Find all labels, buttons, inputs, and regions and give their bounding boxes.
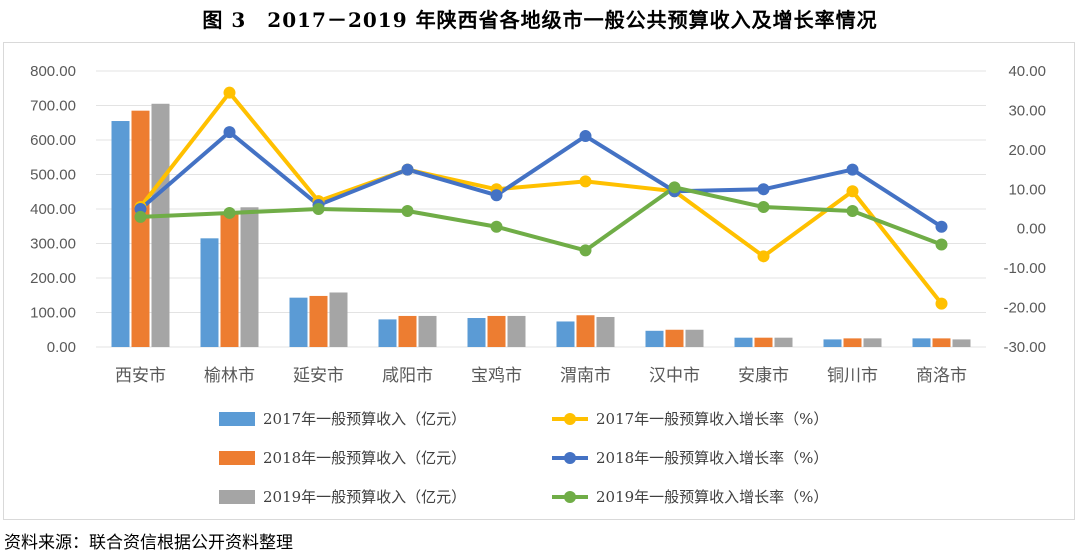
category-label: 渭南市	[560, 366, 611, 386]
bar	[823, 339, 842, 347]
bar	[645, 330, 664, 347]
line-point	[401, 163, 414, 176]
bar	[556, 321, 575, 347]
line-point	[846, 185, 859, 198]
chart-frame: 0.00 100.00 200.00 300.00 400.00 500.00 600.00…	[3, 42, 1075, 520]
line-point	[935, 238, 948, 251]
left-axis-tick-label: 500.00	[30, 167, 76, 184]
bar	[596, 316, 615, 347]
line-point	[134, 210, 147, 223]
line-point	[312, 203, 325, 215]
source-note: 资料来源：联合资信根据公开资料整理	[4, 533, 293, 553]
category-label: 铜川市	[827, 366, 878, 386]
bar	[774, 337, 793, 347]
left-axis-tick-label: 800.00	[30, 63, 76, 80]
left-axis-tick-label: 600.00	[30, 132, 76, 149]
legend-swatch	[219, 412, 255, 426]
series-line	[138, 130, 944, 229]
left-axis-tick-label: 300.00	[30, 236, 76, 253]
left-axis-tick-label: 200.00	[30, 270, 76, 287]
line-point	[223, 206, 236, 219]
line-point	[490, 189, 503, 202]
bar	[200, 238, 219, 347]
bar	[487, 315, 506, 347]
line-point	[223, 86, 236, 99]
line-point	[490, 220, 503, 233]
legend-marker	[564, 491, 576, 503]
category-label: 汉中市	[649, 366, 700, 386]
right-axis-tick-label: -20.00	[1003, 300, 1046, 317]
legend-swatch	[219, 451, 255, 465]
bar	[863, 338, 882, 347]
left-axis-tick-label: 700.00	[30, 98, 76, 115]
bar	[111, 121, 130, 348]
bar	[467, 318, 486, 347]
bar	[151, 103, 170, 348]
legend-label: 2017年一般预算收入（亿元）	[263, 410, 466, 428]
chart-title: 图 3 2017－2019 年陕西省各地级市一般公共预算收入及增长率情况	[202, 8, 878, 32]
bar	[734, 337, 753, 347]
right-axis-tick-label: 10.00	[1008, 181, 1046, 198]
bar	[378, 319, 397, 347]
legend-label: 2019年一般预算收入增长率（%）	[596, 488, 828, 506]
bar	[843, 338, 862, 347]
bar	[309, 295, 328, 347]
line-point	[579, 244, 592, 257]
series-line	[138, 90, 944, 306]
left-axis-tick-label: 0.00	[47, 339, 76, 356]
category-label: 榆林市	[204, 366, 255, 386]
legend-label: 2019年一般预算收入（亿元）	[263, 488, 466, 506]
category-label: 西安市	[115, 366, 166, 386]
legend-label: 2017年一般预算收入增长率（%）	[596, 410, 828, 428]
category-label: 商洛市	[916, 366, 967, 386]
legend-marker	[564, 413, 576, 425]
line-point	[757, 183, 770, 196]
line-point	[579, 175, 592, 188]
right-axis-tick-label: 0.00	[1017, 221, 1046, 238]
right-axis-tick-label: -10.00	[1003, 260, 1046, 277]
bar	[507, 315, 526, 347]
bar	[952, 339, 971, 347]
line-point	[935, 297, 948, 310]
category-label: 延安市	[293, 366, 344, 386]
bar	[912, 338, 931, 347]
line-point	[846, 204, 859, 217]
left-axis-tick-label: 400.00	[30, 201, 76, 218]
category-label: 安康市	[738, 366, 789, 386]
line-point	[401, 204, 414, 217]
bar	[398, 315, 417, 347]
line-point	[668, 181, 681, 194]
line-point	[757, 201, 770, 214]
legend-marker	[564, 452, 576, 464]
legend-label: 2018年一般预算收入增长率（%）	[596, 449, 828, 467]
bar	[685, 329, 704, 347]
right-axis-tick-label: 30.00	[1008, 102, 1046, 119]
bar	[418, 315, 437, 347]
bar	[665, 329, 684, 347]
bar	[289, 297, 308, 347]
series-line	[138, 185, 944, 253]
bar	[131, 110, 150, 347]
line-point	[935, 220, 948, 233]
left-axis-tick-label: 100.00	[30, 305, 76, 322]
legend-swatch	[219, 490, 255, 504]
line-point	[579, 130, 592, 143]
category-label: 宝鸡市	[471, 366, 522, 386]
combo-chart: 0.00 100.00 200.00 300.00 400.00 500.00 600.00…	[30, 63, 1046, 506]
line-point	[757, 250, 770, 263]
category-label: 咸阳市	[382, 366, 433, 386]
right-axis-tick-label: -30.00	[1003, 339, 1046, 356]
right-axis-tick-label: 20.00	[1008, 142, 1046, 159]
bar	[220, 212, 239, 347]
bar	[576, 315, 595, 347]
bar	[754, 337, 773, 347]
line-point	[846, 163, 859, 176]
bar	[240, 207, 259, 347]
legend-label: 2018年一般预算收入（亿元）	[263, 449, 466, 467]
bar	[932, 338, 951, 347]
line-point	[223, 126, 236, 139]
right-axis-tick-label: 40.00	[1008, 63, 1046, 80]
bar	[329, 292, 348, 347]
